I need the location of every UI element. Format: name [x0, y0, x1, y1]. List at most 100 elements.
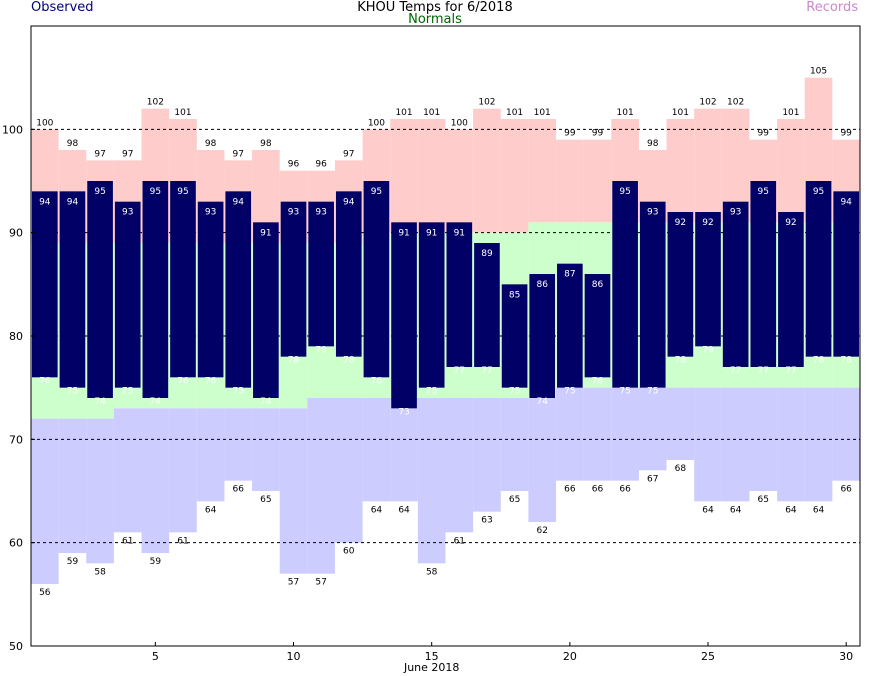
- record-high-label: 101: [672, 108, 689, 118]
- record-low-band: [31, 418, 59, 584]
- x-tick-label: 25: [701, 650, 715, 663]
- record-high-band: [777, 119, 805, 223]
- record-high-band: [694, 108, 722, 223]
- record-high-band: [390, 119, 418, 233]
- observed-high-label: 91: [260, 228, 271, 238]
- observed-low-label: 77: [481, 366, 492, 376]
- chart-title: KHOU Temps for 6/2018: [357, 0, 513, 15]
- observed-low-label: 77: [730, 366, 741, 376]
- observed-low-label: 77: [758, 366, 769, 376]
- record-low-label: 64: [813, 505, 825, 515]
- observed-low-label: 75: [564, 387, 575, 397]
- observed-bar-day-9: [253, 222, 279, 398]
- observed-high-label: 93: [288, 208, 299, 218]
- observed-bar-day-14: [391, 222, 417, 409]
- record-high-band: [473, 108, 501, 233]
- record-low-label: 66: [564, 485, 576, 495]
- observed-bar-day-24: [667, 212, 694, 357]
- observed-low-label: 78: [288, 356, 300, 366]
- record-low-band: [196, 408, 225, 502]
- record-low-label: 64: [398, 505, 410, 515]
- y-tick-label: 60: [9, 537, 23, 550]
- observed-bar-day-12: [335, 191, 362, 357]
- observed-high-label: 93: [315, 208, 326, 218]
- observed-bar-day-21: [584, 274, 611, 378]
- observed-bar-day-25: [695, 212, 721, 347]
- record-high-label: 101: [506, 108, 523, 118]
- record-high-label: 98: [205, 139, 217, 149]
- y-tick-label: 90: [9, 227, 23, 240]
- record-low-band: [224, 408, 253, 481]
- observed-bar-day-1: [32, 191, 58, 378]
- record-low-band: [611, 387, 639, 481]
- observed-bar-day-23: [639, 201, 666, 388]
- record-low-label: 66: [233, 485, 245, 495]
- record-high-band: [556, 139, 584, 223]
- observed-bar-day-22: [612, 181, 638, 388]
- observed-high-label: 92: [785, 218, 796, 228]
- record-low-band: [417, 398, 446, 564]
- observed-high-label: 94: [343, 197, 355, 207]
- record-low-band: [832, 387, 860, 481]
- observed-low-label: 77: [785, 366, 796, 376]
- record-low-band: [666, 387, 695, 460]
- observed-low-label: 75: [619, 387, 630, 397]
- observed-bar-day-3: [87, 181, 113, 398]
- observed-high-label: 95: [177, 187, 188, 197]
- x-tick-label: 30: [839, 650, 853, 663]
- record-low-label: 58: [94, 567, 106, 577]
- record-low-label: 61: [454, 536, 465, 546]
- x-tick-label: 20: [563, 650, 577, 663]
- record-high-label: 102: [147, 98, 164, 108]
- observed-high-label: 93: [122, 208, 133, 218]
- observed-high-label: 94: [39, 197, 51, 207]
- record-high-label: 98: [260, 139, 272, 149]
- record-low-band: [279, 408, 308, 574]
- observed-low-label: 76: [371, 376, 383, 386]
- record-low-label: 62: [536, 526, 547, 536]
- record-low-band: [638, 387, 667, 471]
- x-tick-label: 5: [152, 650, 159, 663]
- record-high-label: 105: [810, 67, 827, 77]
- observed-low-label: 74: [536, 397, 548, 407]
- observed-low-label: 75: [647, 387, 658, 397]
- observed-low-label: 76: [177, 376, 189, 386]
- record-high-label: 101: [782, 108, 799, 118]
- observed-high-label: 95: [371, 187, 382, 197]
- record-high-label: 98: [67, 139, 79, 149]
- record-low-label: 61: [177, 536, 188, 546]
- record-high-label: 99: [758, 129, 770, 139]
- record-low-label: 65: [758, 495, 769, 505]
- record-low-label: 64: [702, 505, 714, 515]
- record-low-band: [500, 398, 529, 491]
- observed-high-label: 93: [647, 208, 658, 218]
- observed-bar-day-11: [308, 201, 334, 347]
- record-high-label: 100: [368, 118, 385, 128]
- observed-bar-day-4: [114, 201, 141, 388]
- observed-high-label: 95: [758, 187, 769, 197]
- record-low-band: [445, 398, 474, 533]
- record-low-label: 66: [840, 485, 852, 495]
- observed-bar-day-13: [363, 181, 390, 378]
- observed-bar-day-2: [59, 191, 86, 388]
- observed-bar-day-29: [805, 181, 832, 357]
- record-low-label: 67: [647, 474, 658, 484]
- observed-low-label: 75: [67, 387, 78, 397]
- record-low-band: [307, 398, 335, 574]
- record-low-band: [804, 387, 833, 502]
- observed-low-label: 79: [315, 345, 327, 355]
- record-low-label: 64: [205, 505, 217, 515]
- record-low-label: 58: [426, 567, 438, 577]
- observed-bar-day-26: [722, 201, 749, 367]
- record-low-band: [583, 387, 612, 481]
- observed-high-label: 94: [840, 197, 852, 207]
- record-high-label: 97: [233, 149, 244, 159]
- record-low-label: 61: [122, 536, 133, 546]
- record-low-band: [252, 408, 280, 491]
- record-low-band: [528, 398, 557, 522]
- record-low-band: [390, 398, 418, 502]
- observed-high-label: 94: [233, 197, 245, 207]
- observed-high-label: 86: [592, 280, 604, 290]
- record-low-label: 64: [371, 505, 383, 515]
- x-tick-label: 10: [287, 650, 301, 663]
